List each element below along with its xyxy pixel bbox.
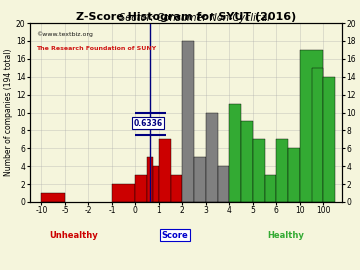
Bar — [288, 148, 300, 202]
Bar — [241, 122, 253, 202]
Bar — [323, 77, 335, 202]
Bar — [112, 184, 135, 202]
Bar — [183, 41, 194, 202]
Bar — [159, 139, 171, 202]
Text: The Research Foundation of SUNY: The Research Foundation of SUNY — [36, 46, 156, 51]
Bar — [171, 175, 183, 202]
Text: Unhealthy: Unhealthy — [49, 231, 98, 239]
Bar — [229, 104, 241, 202]
Title: Z-Score Histogram for SYUT (2016): Z-Score Histogram for SYUT (2016) — [76, 12, 296, 22]
Bar — [311, 68, 323, 202]
Bar — [41, 193, 65, 202]
Bar — [153, 166, 159, 202]
Text: Healthy: Healthy — [267, 231, 304, 239]
Bar — [300, 50, 323, 202]
Text: Score: Score — [162, 231, 188, 239]
Bar — [194, 157, 206, 202]
Bar — [253, 139, 265, 202]
Bar — [206, 113, 217, 202]
Text: ©www.textbiz.org: ©www.textbiz.org — [36, 31, 93, 36]
Y-axis label: Number of companies (194 total): Number of companies (194 total) — [4, 49, 13, 176]
Bar — [217, 166, 229, 202]
Text: Sector: Consumer Non-Cyclical: Sector: Consumer Non-Cyclical — [119, 13, 270, 23]
Bar — [147, 157, 153, 202]
Bar — [135, 175, 147, 202]
Bar — [265, 175, 276, 202]
Bar — [276, 139, 288, 202]
Text: 0.6336: 0.6336 — [134, 119, 163, 128]
